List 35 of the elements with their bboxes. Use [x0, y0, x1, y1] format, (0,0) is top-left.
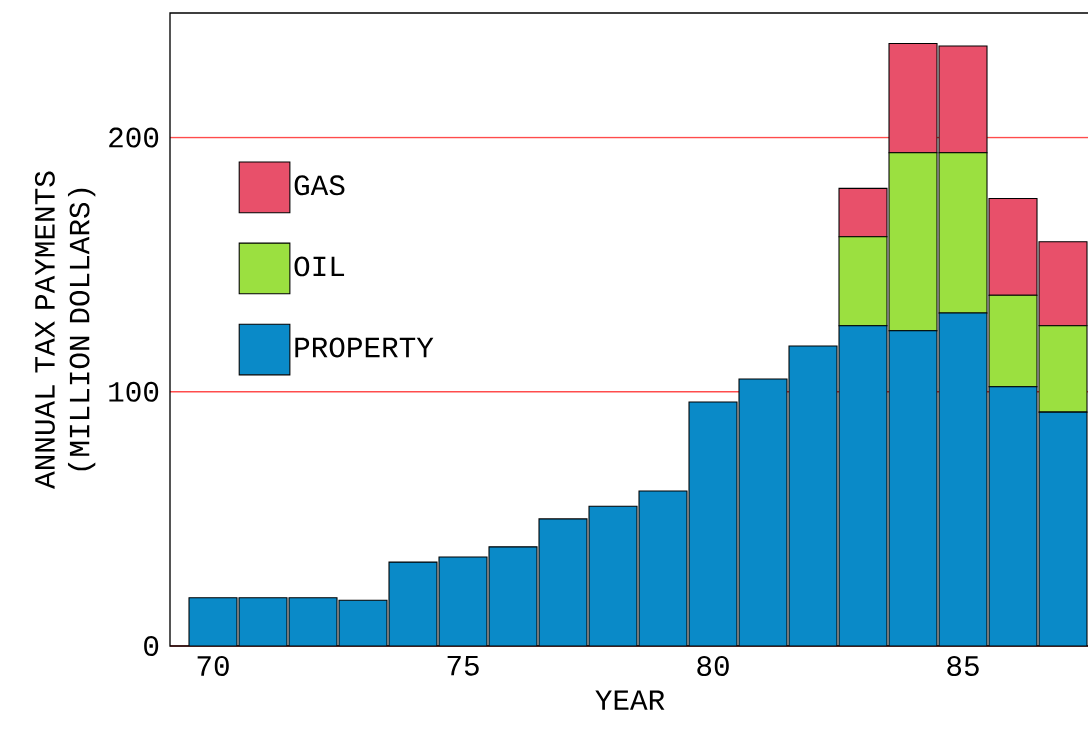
bar: [989, 386, 1038, 646]
bar: [389, 562, 437, 646]
legend-label: PROPERTY: [295, 337, 434, 358]
x-tick-label: 75: [447, 656, 479, 676]
bar: [589, 506, 638, 646]
bar: [489, 546, 538, 646]
bar: [789, 346, 838, 646]
bar: [888, 152, 938, 332]
x-tick-label: 85: [947, 656, 979, 676]
legend-label: OIL: [294, 256, 345, 277]
legend-label: GAS: [294, 175, 345, 196]
bar: [889, 330, 938, 646]
bar: [1038, 411, 1088, 646]
x-tick-label: 80: [697, 656, 729, 676]
bar: [339, 600, 387, 646]
bar: [189, 597, 237, 646]
bar: [439, 557, 487, 646]
y-tick-label: 100: [109, 381, 159, 402]
bar: [988, 294, 1038, 388]
bar: [739, 379, 788, 646]
x-axis-title: YEAR: [595, 690, 665, 710]
y-tick-label: 0: [144, 636, 159, 656]
y-axis-title: ANNUAL TAX PAYMENTS (MILLION DOLLARS): [34, 171, 96, 489]
bar: [539, 518, 588, 646]
bar: [239, 597, 287, 646]
bar: [1038, 325, 1088, 413]
bar: [639, 490, 687, 646]
bar: [689, 401, 738, 646]
bar: [289, 597, 338, 646]
y-tick-label: 200: [109, 127, 159, 148]
bar: [838, 236, 888, 327]
bar: [839, 325, 888, 646]
bar: [939, 312, 988, 646]
x-tick-label: 70: [197, 656, 229, 676]
bar: [938, 152, 988, 314]
